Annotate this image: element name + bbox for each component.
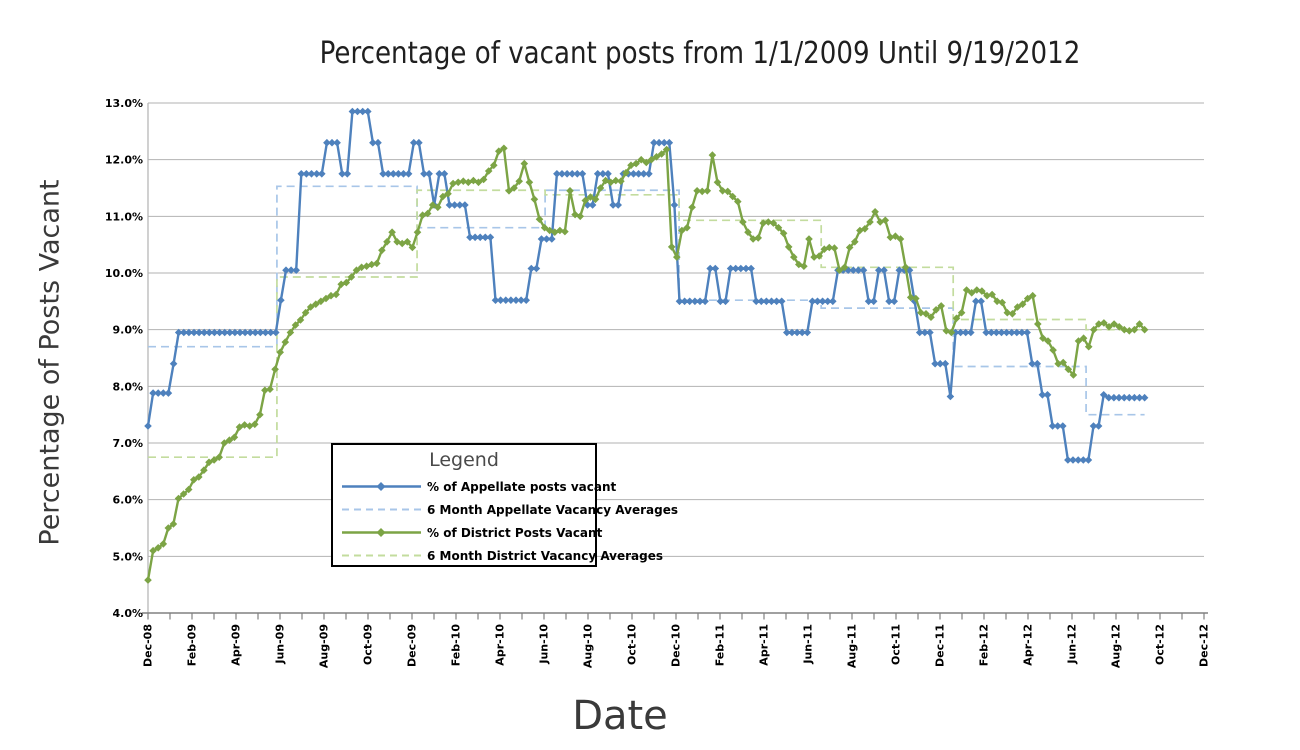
y-tick-label: 5.0% xyxy=(112,550,143,563)
x-tick-label: Jun-09 xyxy=(274,624,287,665)
diamond-markers xyxy=(144,144,1149,584)
x-tick-label: Aug-12 xyxy=(1110,624,1123,668)
x-tick-label: Feb-10 xyxy=(450,624,463,667)
x-tick-label: Dec-12 xyxy=(1198,624,1211,667)
x-tick-label: Oct-12 xyxy=(1154,624,1167,665)
y-tick-label: 12.0% xyxy=(105,154,143,167)
district-average-dash-swatch-icon xyxy=(342,554,421,557)
appellate-average-dash-swatch-icon xyxy=(342,508,421,511)
legend: Legend % of Appellate posts vacant 6 Mon… xyxy=(331,443,678,567)
y-tick-label: 4.0% xyxy=(112,607,143,620)
legend-item-label: % of Appellate posts vacant xyxy=(427,479,617,494)
x-tick-label: Jun-12 xyxy=(1066,624,1079,665)
legend-item-label: 6 Month Appellate Vacancy Averages xyxy=(427,502,678,517)
x-axis xyxy=(142,612,1208,620)
y-tick-label: 9.0% xyxy=(112,324,143,337)
district-series xyxy=(144,144,1149,584)
y-tick-label: 7.0% xyxy=(112,437,143,450)
y-tick-label: 13.0% xyxy=(105,97,143,110)
x-tick-label: Dec-09 xyxy=(406,624,419,667)
chart-title: Percentage of vacant posts from 1/1/2009… xyxy=(319,36,1081,71)
y-tick-label: 6.0% xyxy=(112,494,143,507)
x-tick-label: Aug-10 xyxy=(582,624,595,668)
x-tick-label: Dec-10 xyxy=(670,624,683,667)
y-tick-labels: 4.0% 5.0% 6.0% 7.0% 8.0% 9.0% 10.0% 11.0% 12.0% 1… xyxy=(105,97,143,620)
x-tick-label: Jun-10 xyxy=(538,624,551,665)
district-average-line xyxy=(148,189,1145,459)
legend-item-district: % of District Posts Vacant xyxy=(333,521,602,544)
legend-item-district-average: 6 Month District Vacancy Averages xyxy=(333,544,663,567)
x-tick-label: Jun-11 xyxy=(802,624,815,665)
x-tick-label: Feb-09 xyxy=(186,624,199,666)
legend-item-appellate: % of Appellate posts vacant xyxy=(333,475,616,498)
gridlines xyxy=(147,102,1204,613)
legend-title: Legend xyxy=(429,449,499,471)
appellate-series xyxy=(144,107,1149,464)
district-line-swatch-icon xyxy=(342,528,421,537)
legend-item-label: % of District Posts Vacant xyxy=(427,525,603,540)
appellate-line-swatch-icon xyxy=(342,482,421,491)
y-tick-label: 11.0% xyxy=(105,210,143,223)
x-tick-label: Dec-08 xyxy=(142,624,155,667)
x-tick-label: Feb-12 xyxy=(978,624,991,666)
x-tick-label: Apr-09 xyxy=(230,624,243,666)
x-tick-label: Aug-11 xyxy=(846,624,859,668)
x-tick-label: Oct-11 xyxy=(890,624,903,665)
y-tick-label: 8.0% xyxy=(112,380,143,393)
x-tick-label: Feb-11 xyxy=(714,624,727,666)
x-tick-label: Apr-12 xyxy=(1022,624,1035,666)
x-tick-label: Oct-09 xyxy=(362,624,375,665)
x-tick-label: Apr-10 xyxy=(494,624,507,666)
x-tick-label: Oct-10 xyxy=(626,624,639,665)
x-tick-label: Aug-09 xyxy=(318,624,331,668)
x-axis-title: Date xyxy=(572,693,668,739)
legend-item-label: 6 Month District Vacancy Averages xyxy=(427,548,664,563)
legend-item-appellate-average: 6 Month Appellate Vacancy Averages xyxy=(333,498,678,521)
x-tick-label: Apr-11 xyxy=(758,624,771,666)
y-tick-label: 10.0% xyxy=(105,267,143,280)
x-tick-labels: Dec-08 Feb-09 Apr-09 Jun-09 Aug-09 Oct-09 Dec-… xyxy=(142,624,1211,668)
x-tick-label: Dec-11 xyxy=(934,624,947,667)
